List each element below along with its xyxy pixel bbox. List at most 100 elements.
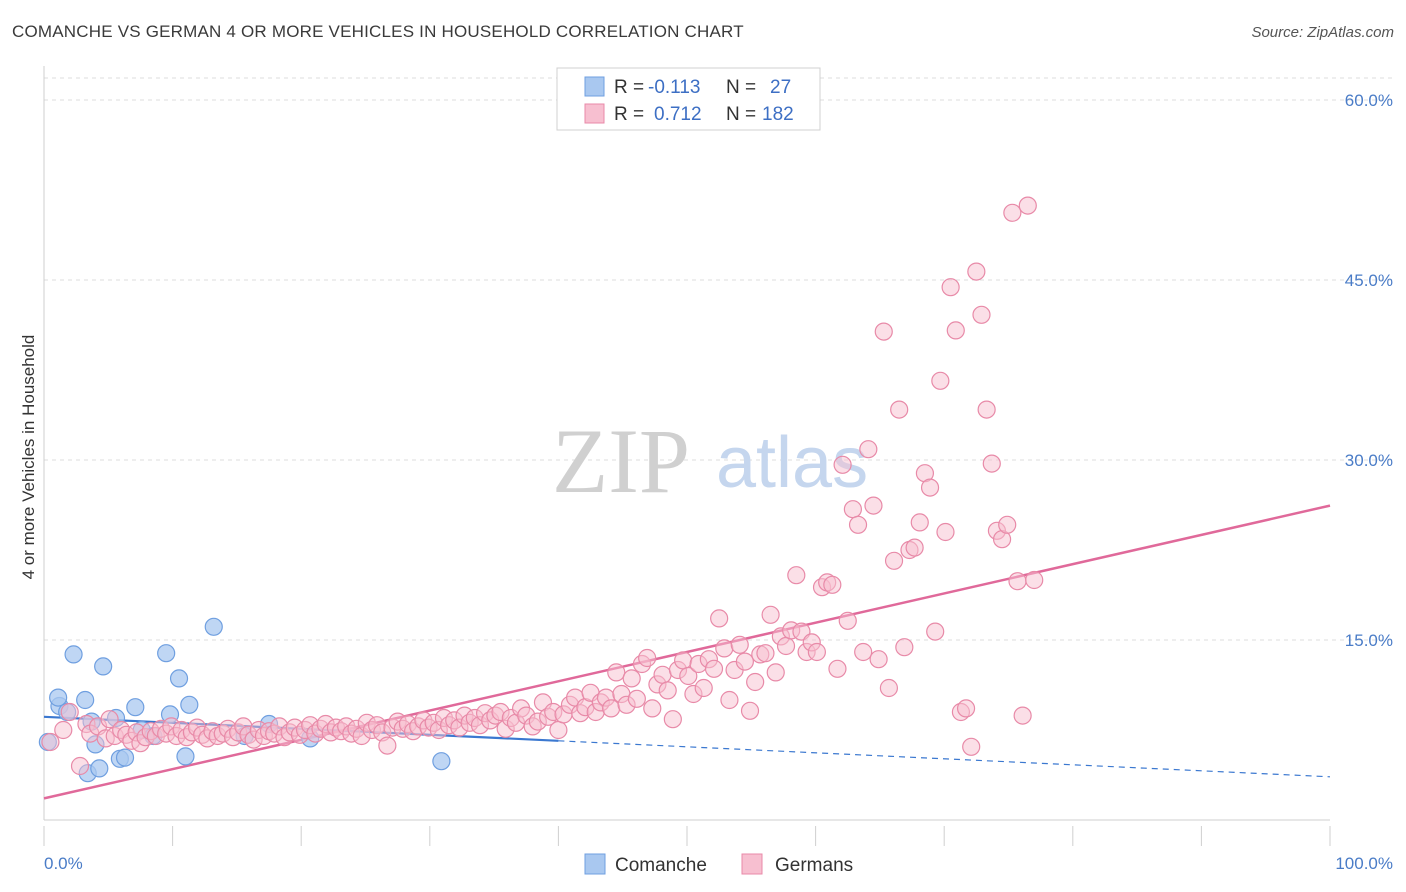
grid-lines	[44, 77, 1395, 641]
germans-point	[663, 710, 682, 729]
legend-n-value-comanche: 27	[770, 77, 791, 98]
germans-point	[715, 639, 734, 658]
watermark: ZIP atlas	[552, 410, 868, 512]
germans-point	[679, 666, 698, 686]
germans-point	[946, 321, 965, 340]
comanche-point	[49, 688, 68, 707]
comanche-point	[64, 645, 83, 664]
germans-point	[756, 644, 775, 663]
germans-point	[926, 622, 945, 641]
comanche-point	[204, 617, 223, 636]
germans-point	[972, 305, 991, 324]
germans-point	[874, 322, 893, 341]
y-tick-label: 15.0%	[1345, 631, 1393, 650]
germans-point	[622, 669, 641, 688]
germans-point	[910, 513, 929, 532]
comanche-point	[169, 669, 189, 688]
germans-point	[602, 699, 621, 718]
comanche-point	[432, 752, 451, 771]
comanche-point	[115, 748, 135, 767]
germans-point	[638, 648, 657, 668]
germans-point	[735, 652, 754, 671]
source-label: Source: ZipAtlas.com	[1251, 24, 1394, 41]
germans-point	[674, 651, 693, 670]
x-tick-label-max: 100.0%	[1335, 854, 1393, 873]
legend-n-label-germans: N =	[726, 104, 756, 125]
germans-point	[828, 659, 847, 678]
germans-point	[653, 665, 672, 684]
y-tick-label: 45.0%	[1345, 271, 1393, 290]
germans-point	[848, 515, 868, 534]
germans-point	[905, 538, 924, 557]
germans-point	[1018, 196, 1037, 215]
germans-point	[843, 500, 862, 519]
germans-point	[859, 440, 878, 459]
legend-swatch-germans	[584, 103, 605, 124]
watermark-zip: ZIP	[552, 410, 690, 512]
germans-point	[941, 278, 960, 297]
comanche-point	[176, 747, 195, 766]
germans-point	[1003, 203, 1022, 222]
germans-point	[627, 689, 646, 708]
germans-point	[54, 720, 73, 740]
germans-point	[740, 701, 760, 720]
x-tick-label-min: 0.0%	[44, 854, 83, 873]
legend-r-value-comanche: -0.113	[648, 77, 700, 98]
germans-point	[378, 736, 397, 755]
tick-labels: 15.0% 30.0% 45.0% 60.0% 0.0% 100.0%	[44, 91, 1393, 873]
germans-point	[761, 605, 780, 624]
germans-point	[787, 566, 806, 585]
comanche-point	[157, 644, 176, 663]
germans-point	[864, 496, 883, 515]
germans-point	[962, 737, 981, 756]
germans-point	[60, 702, 79, 722]
legend-r-label-germans: R =	[614, 104, 644, 125]
germans-point	[549, 720, 568, 740]
legend-box: R = -0.113 N = 27 R = 0.712 N = 182	[556, 67, 821, 131]
germans-point	[1025, 570, 1044, 590]
trend-lines	[43, 504, 1331, 800]
germans-point	[869, 650, 888, 669]
y-tick-label: 30.0%	[1345, 451, 1393, 470]
germans-point	[920, 478, 940, 497]
germans-point	[895, 638, 914, 657]
germans-point	[643, 699, 662, 718]
germans-point	[884, 551, 904, 570]
germans-point	[776, 636, 796, 656]
germans-point	[931, 371, 950, 390]
germans-point	[766, 663, 785, 682]
germans-point	[1008, 572, 1027, 591]
germans-point	[730, 635, 749, 654]
bottom-legend-label-comanche: Comanche	[615, 855, 707, 876]
comanche-point	[180, 695, 199, 714]
bottom-legend-swatch-comanche	[584, 853, 606, 875]
data-points	[38, 196, 1044, 783]
germans-point	[607, 663, 626, 682]
bottom-legend-label-germans: Germans	[775, 855, 853, 876]
chart-title: COMANCHE VS GERMAN 4 OR MORE VEHICLES IN…	[12, 22, 744, 41]
germans-trend-line	[43, 504, 1331, 800]
germans-point	[720, 690, 739, 710]
germans-point	[833, 455, 852, 474]
germans-point	[710, 609, 729, 628]
comanche-point	[90, 759, 109, 778]
y-axis-label: 4 or more Vehicles in Household	[19, 335, 38, 580]
comanche-point	[94, 657, 113, 676]
germans-point	[854, 642, 873, 662]
legend-n-label-comanche: N =	[726, 77, 756, 98]
germans-point	[70, 756, 90, 776]
legend-swatch-comanche	[584, 76, 605, 97]
germans-point	[704, 659, 724, 678]
germans-point	[1013, 706, 1032, 725]
germans-point	[956, 699, 976, 718]
germans-point	[694, 678, 713, 698]
germans-point	[936, 522, 955, 542]
germans-point	[41, 732, 60, 752]
germans-point	[823, 575, 842, 594]
legend-n-value-germans: 182	[762, 104, 794, 125]
comanche-point	[76, 690, 95, 710]
axes	[43, 66, 1331, 846]
legend-r-label-comanche: R =	[614, 77, 644, 98]
germans-point	[100, 710, 119, 729]
